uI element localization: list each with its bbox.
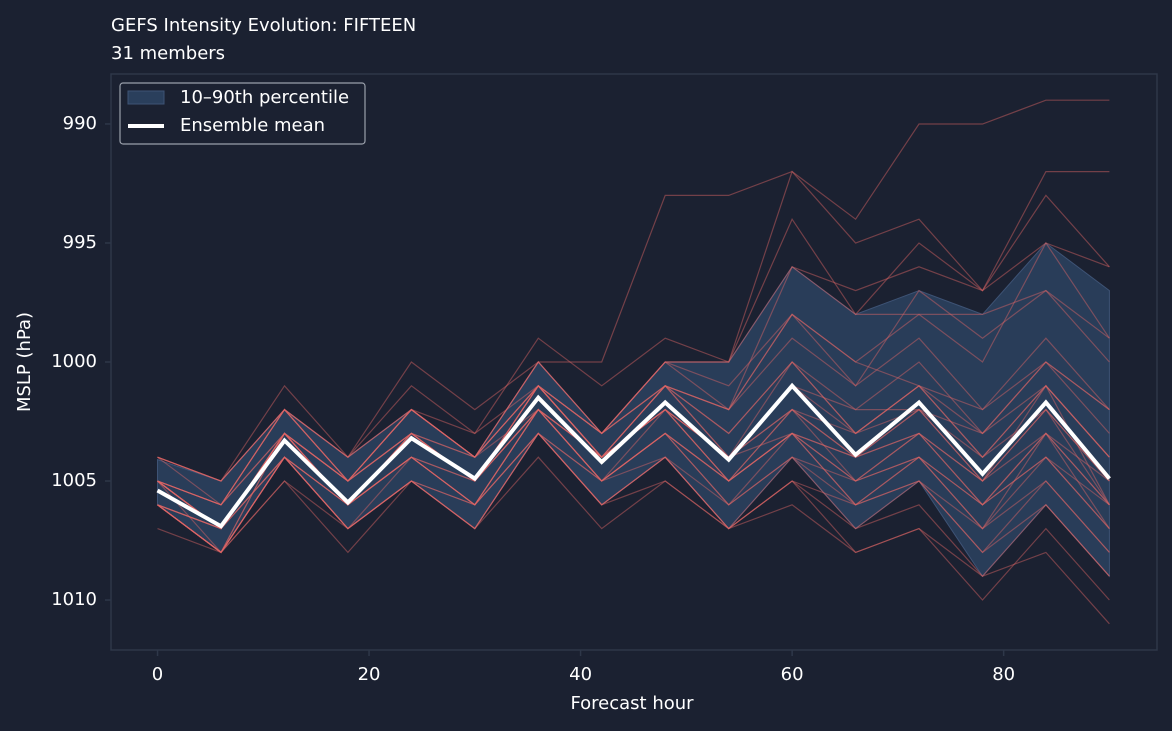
member-line bbox=[157, 432, 1110, 554]
member-line bbox=[157, 194, 1110, 482]
member-line bbox=[157, 361, 1110, 506]
y-tick-label: 995 bbox=[63, 232, 97, 253]
member-line bbox=[157, 361, 1110, 506]
member-line bbox=[157, 241, 1110, 482]
x-tick-label: 80 bbox=[992, 664, 1015, 685]
x-tick-label: 40 bbox=[569, 664, 592, 685]
member-line bbox=[157, 408, 1110, 530]
chart-subtitle: 31 members bbox=[111, 43, 225, 64]
percentile-band bbox=[157, 242, 1110, 578]
member-line bbox=[157, 408, 1110, 554]
member-line bbox=[157, 408, 1110, 554]
member-line bbox=[157, 432, 1110, 554]
y-tick-label: 1000 bbox=[51, 351, 97, 372]
y-tick-label: 990 bbox=[63, 113, 97, 134]
x-tick-label: 20 bbox=[358, 664, 381, 685]
member-line bbox=[157, 99, 1110, 482]
member-line bbox=[157, 289, 1110, 506]
member-line bbox=[157, 170, 1110, 482]
legend-label: 10–90th percentile bbox=[180, 87, 349, 108]
member-line bbox=[157, 242, 1110, 506]
legend: 10–90th percentile Ensemble mean bbox=[119, 82, 366, 145]
chart-title: GEFS Intensity Evolution: FIFTEEN bbox=[111, 15, 416, 36]
member-line bbox=[157, 432, 1110, 577]
legend-swatch bbox=[127, 90, 165, 105]
member-line bbox=[157, 432, 1110, 554]
legend-box bbox=[119, 82, 366, 145]
x-axis-label: Forecast hour bbox=[570, 693, 694, 714]
x-tick-label: 0 bbox=[152, 664, 163, 685]
y-tick-label: 1005 bbox=[51, 470, 97, 491]
legend-label: Ensemble mean bbox=[180, 115, 325, 136]
member-line bbox=[157, 432, 1110, 625]
member-line bbox=[157, 456, 1110, 601]
member-line bbox=[157, 265, 1110, 506]
x-tick-label: 60 bbox=[781, 664, 804, 685]
member-line bbox=[157, 313, 1110, 530]
mean-line bbox=[156, 382, 1111, 529]
member-line bbox=[157, 408, 1110, 554]
y-axis-label: MSLP (hPa) bbox=[14, 312, 35, 412]
y-tick-label: 1010 bbox=[51, 589, 97, 610]
member-line bbox=[157, 337, 1110, 506]
member-line bbox=[157, 432, 1110, 578]
